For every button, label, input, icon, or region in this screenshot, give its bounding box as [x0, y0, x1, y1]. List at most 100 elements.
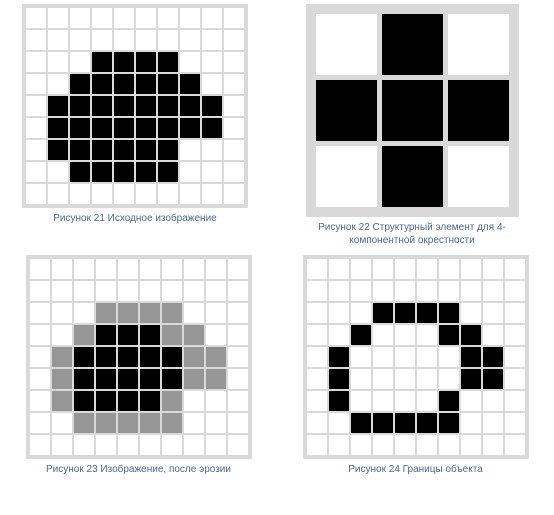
- grid-cell: [307, 325, 327, 345]
- grid-cell: [114, 184, 134, 204]
- grid-cell: [206, 369, 226, 389]
- grid-cell: [26, 74, 46, 94]
- grid-cell: [158, 30, 178, 50]
- grid-cell: [395, 347, 415, 367]
- grid-cell: [70, 162, 90, 182]
- grid-cell: [439, 391, 459, 411]
- grid-cell: [52, 281, 72, 301]
- grid-cell: [373, 413, 393, 433]
- grid-cell: [307, 369, 327, 389]
- grid-cell: [351, 281, 371, 301]
- grid-cell: [395, 325, 415, 345]
- grid-cell: [448, 146, 509, 207]
- grid-cell: [136, 52, 156, 72]
- grid-cell: [202, 96, 222, 116]
- grid-cell: [26, 184, 46, 204]
- grid-cell: [140, 325, 160, 345]
- grid-cell: [224, 8, 244, 28]
- grid-cell: [373, 281, 393, 301]
- fig22-grid: [306, 4, 519, 217]
- grid-cell: [206, 303, 226, 323]
- grid-cell: [158, 162, 178, 182]
- grid-cell: [96, 259, 116, 279]
- grid-cell: [202, 184, 222, 204]
- grid-cell: [202, 162, 222, 182]
- grid-cell: [180, 162, 200, 182]
- grid-cell: [118, 347, 138, 367]
- grid-cell: [140, 413, 160, 433]
- grid-cell: [48, 52, 68, 72]
- grid-cell: [70, 140, 90, 160]
- grid-cell: [140, 347, 160, 367]
- grid-cell: [70, 30, 90, 50]
- grid-cell: [382, 80, 443, 141]
- grid-cell: [140, 435, 160, 455]
- grid-cell: [461, 413, 481, 433]
- grid-cell: [118, 259, 138, 279]
- grid-cell: [228, 435, 248, 455]
- figures-container: Рисунок 21 Исходное изображение Рисунок …: [0, 0, 554, 484]
- grid-cell: [52, 259, 72, 279]
- grid-cell: [505, 347, 525, 367]
- grid-cell: [395, 259, 415, 279]
- grid-cell: [118, 435, 138, 455]
- grid-cell: [162, 259, 182, 279]
- grid-cell: [52, 391, 72, 411]
- grid-cell: [96, 413, 116, 433]
- grid-cell: [118, 413, 138, 433]
- grid-cell: [417, 391, 437, 411]
- grid-cell: [483, 347, 503, 367]
- grid-cell: [96, 435, 116, 455]
- grid-cell: [439, 281, 459, 301]
- grid-cell: [228, 413, 248, 433]
- grid-cell: [180, 8, 200, 28]
- grid-cell: [114, 140, 134, 160]
- grid-cell: [505, 435, 525, 455]
- grid-cell: [92, 162, 112, 182]
- grid-cell: [96, 325, 116, 345]
- grid-cell: [114, 74, 134, 94]
- grid-cell: [92, 184, 112, 204]
- grid-cell: [162, 303, 182, 323]
- grid-cell: [74, 303, 94, 323]
- grid-cell: [202, 52, 222, 72]
- grid-cell: [395, 369, 415, 389]
- grid-cell: [136, 118, 156, 138]
- grid-cell: [140, 259, 160, 279]
- grid-cell: [224, 162, 244, 182]
- grid-cell: [52, 325, 72, 345]
- grid-cell: [505, 369, 525, 389]
- grid-cell: [52, 369, 72, 389]
- grid-cell: [505, 325, 525, 345]
- grid-cell: [461, 369, 481, 389]
- grid-cell: [439, 347, 459, 367]
- grid-cell: [30, 347, 50, 367]
- grid-cell: [461, 303, 481, 323]
- grid-cell: [30, 303, 50, 323]
- grid-cell: [228, 369, 248, 389]
- grid-cell: [351, 413, 371, 433]
- grid-cell: [483, 369, 503, 389]
- grid-cell: [307, 303, 327, 323]
- grid-cell: [162, 347, 182, 367]
- grid-cell: [70, 96, 90, 116]
- grid-cell: [48, 140, 68, 160]
- grid-cell: [52, 303, 72, 323]
- grid-cell: [30, 369, 50, 389]
- figure-24: Рисунок 24 Границы объекта: [303, 255, 529, 476]
- grid-cell: [74, 369, 94, 389]
- grid-cell: [483, 435, 503, 455]
- grid-cell: [70, 8, 90, 28]
- grid-cell: [184, 435, 204, 455]
- grid-cell: [118, 303, 138, 323]
- grid-cell: [307, 281, 327, 301]
- grid-cell: [461, 391, 481, 411]
- grid-cell: [114, 162, 134, 182]
- grid-cell: [228, 303, 248, 323]
- grid-cell: [373, 369, 393, 389]
- grid-cell: [505, 259, 525, 279]
- grid-cell: [206, 391, 226, 411]
- grid-cell: [184, 391, 204, 411]
- figure-23: Рисунок 23 Изображение, после эрозии: [26, 255, 252, 476]
- grid-cell: [448, 14, 509, 75]
